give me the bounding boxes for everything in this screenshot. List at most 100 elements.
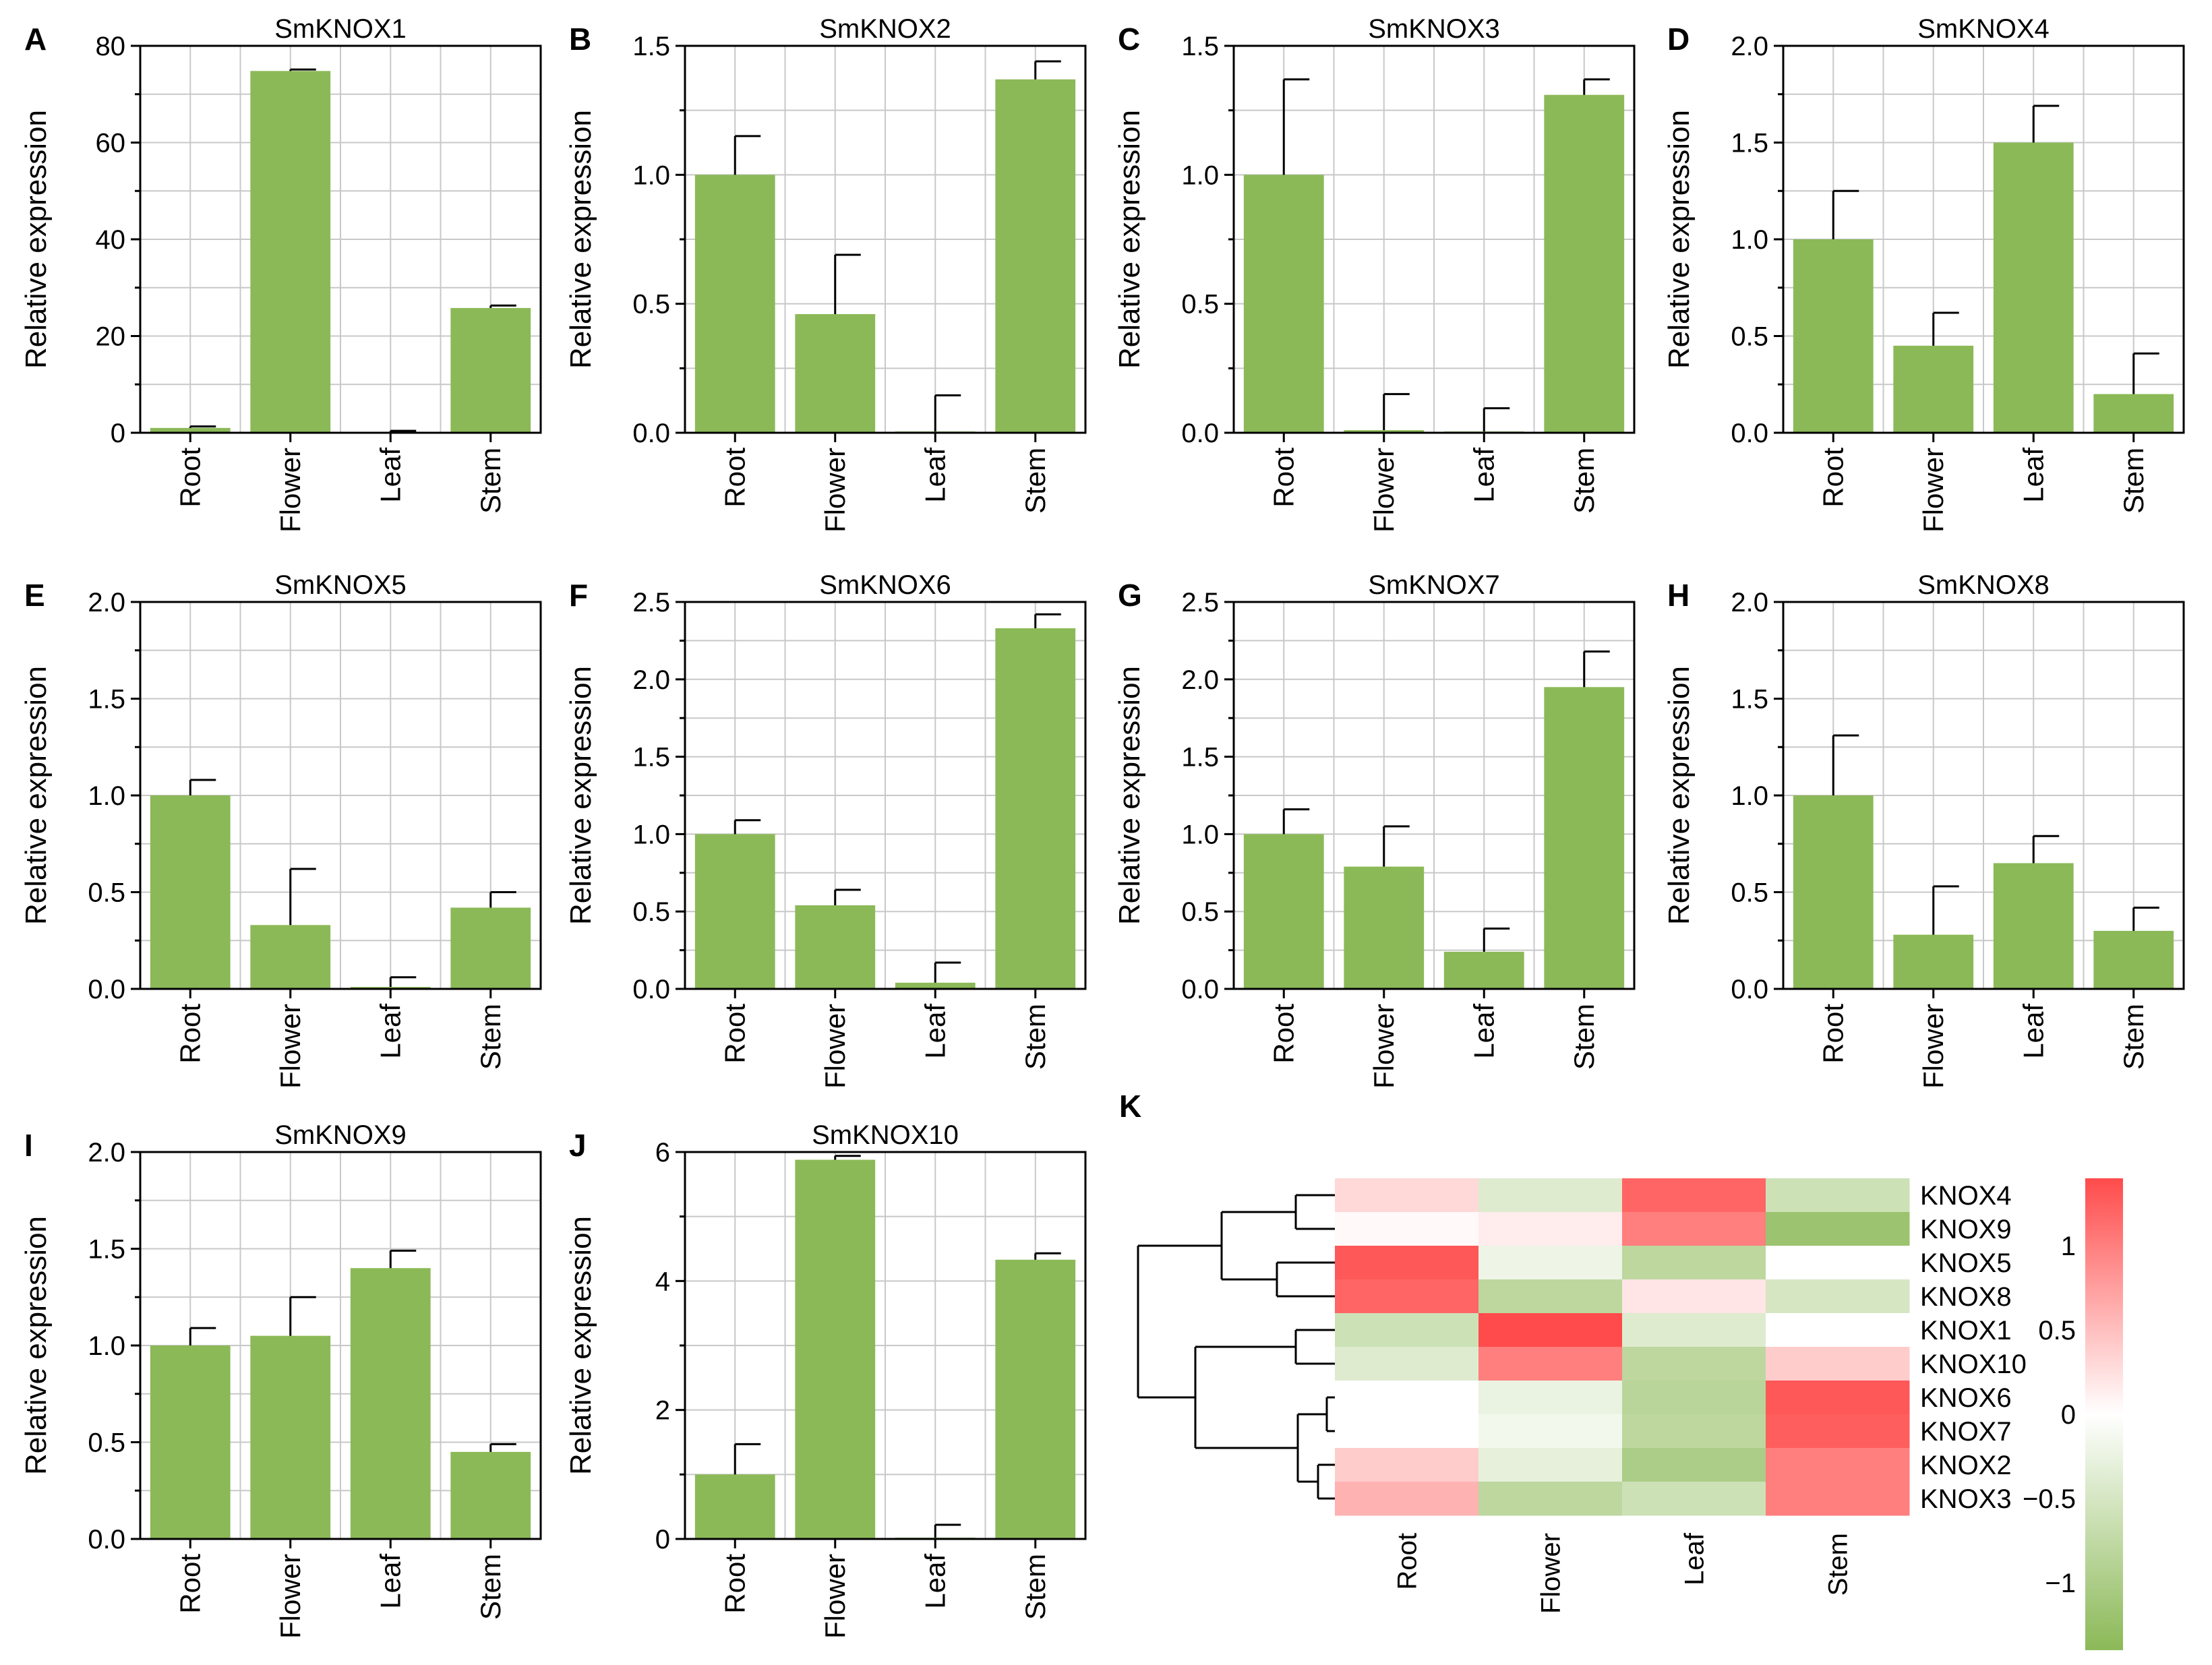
heatmap-cell	[1335, 1313, 1479, 1348]
y-tick-label: 2.0	[1731, 32, 1768, 61]
y-axis-label: Relative expression	[1663, 110, 1696, 369]
heatmap-cell	[1335, 1212, 1479, 1246]
heatmap-row-label: KNOX7	[1920, 1417, 2012, 1447]
y-tick-label: 60	[96, 129, 126, 158]
y-axis-label: Relative expression	[1113, 666, 1146, 925]
y-axis-label: Relative expression	[20, 110, 53, 369]
bar-stem	[995, 79, 1076, 433]
panel-i: 0.0 0.5 1.0 1.5 2.0 Root Flower Leaf Stem SmKNOX9…	[20, 1120, 542, 1639]
y-tick-label: 2.5	[1181, 588, 1219, 617]
heatmap-cell	[1335, 1414, 1479, 1449]
bar-flower	[1344, 866, 1425, 989]
y-tick-label: 1.0	[1181, 820, 1219, 849]
y-tick-label: 0.0	[1181, 975, 1219, 1004]
x-tick-label: Root	[174, 1554, 206, 1614]
x-tick-label: Flower	[819, 448, 851, 533]
x-tick-label: Flower	[274, 448, 306, 533]
heatmap-cell	[1478, 1212, 1623, 1246]
x-tick-label: Root	[1267, 1004, 1299, 1064]
panel-f: 0.0 0.5 1.0 1.5 2.0 2.5 Root Flower Leaf Stem SmKN…	[564, 570, 1087, 1089]
y-tick-label: 0.0	[632, 975, 670, 1004]
heatmap-cell	[1478, 1448, 1623, 1482]
y-tick-label: 0.0	[88, 975, 125, 1004]
y-tick-label: 1.5	[88, 685, 125, 715]
x-tick-label: Leaf	[374, 1554, 406, 1609]
y-tick-label: 1.0	[1181, 160, 1219, 190]
bar-stem	[450, 907, 531, 989]
y-axis-label: Relative expression	[20, 1216, 53, 1475]
bar-leaf	[1443, 951, 1524, 989]
y-tick-label: 0.5	[1181, 897, 1219, 927]
bar-stem	[995, 1259, 1076, 1539]
x-tick-label: Stem	[1568, 1004, 1600, 1070]
y-tick-label: 0	[111, 419, 125, 448]
bar-root	[694, 834, 775, 989]
heatmap-cell	[1478, 1246, 1623, 1280]
y-tick-label: 1.5	[632, 32, 670, 61]
y-axis-label: Relative expression	[564, 666, 597, 925]
x-tick-label: Leaf	[919, 1004, 951, 1059]
heatmap-cell	[1766, 1313, 1910, 1348]
heatmap-row-label: KNOX8	[1920, 1282, 2012, 1312]
panel-h: 0.0 0.5 1.0 1.5 2.0 Root Flower Leaf Stem SmKNOX8…	[1663, 570, 2185, 1089]
heatmap-cell	[1622, 1381, 1766, 1415]
bar-leaf	[895, 982, 976, 989]
x-tick-label: Root	[174, 448, 206, 508]
bar-root	[1793, 239, 1874, 433]
colorbar-tick-label: −1	[2045, 1569, 2076, 1598]
panel-b: 0.0 0.5 1.0 1.5 Root Flower Leaf Stem SmKNOX2 Rel…	[564, 14, 1087, 533]
bar-stem	[1544, 687, 1625, 989]
bar-flower	[250, 925, 331, 989]
x-tick-label: Root	[1817, 448, 1849, 508]
heatmap-cell	[1766, 1482, 1910, 1516]
bar-flower	[795, 313, 876, 433]
panel-letter: B	[569, 22, 591, 57]
panel-d: 0.0 0.5 1.0 1.5 2.0 Root Flower Leaf Stem SmKNOX4…	[1663, 14, 2185, 533]
heatmap-cell	[1766, 1347, 1910, 1381]
heatmap-cell	[1766, 1178, 1910, 1213]
heatmap-cell	[1622, 1212, 1766, 1246]
y-tick-label: 0.0	[88, 1525, 125, 1554]
x-tick-label: Flower	[1917, 448, 1949, 533]
x-tick-label: Root	[719, 1554, 750, 1614]
x-tick-label: Stem	[2118, 1004, 2149, 1070]
panel-j: 0 2 4 6 Root Flower Leaf Stem SmKNOX10 Relative e…	[564, 1120, 1087, 1639]
y-tick-label: 40	[96, 225, 126, 255]
heatmap-cell	[1622, 1448, 1766, 1482]
y-tick-label: 1.0	[1731, 225, 1768, 255]
x-tick-label: Leaf	[2017, 1004, 2049, 1059]
y-tick-label: 1.0	[88, 781, 125, 811]
y-tick-label: 1.0	[1731, 781, 1768, 811]
x-tick-label: Stem	[475, 448, 506, 514]
colorbar	[2085, 1178, 2123, 1650]
heatmap-cell	[1622, 1178, 1766, 1213]
colorbar-tick-label: 0.5	[2038, 1316, 2076, 1345]
heatmap-cell	[1622, 1482, 1766, 1516]
y-axis-label: Relative expression	[1663, 666, 1696, 925]
bar-flower	[1893, 345, 1974, 433]
bar-root	[150, 1345, 231, 1539]
x-tick-label: Stem	[1019, 1554, 1051, 1620]
y-tick-label: 2.0	[88, 1138, 125, 1168]
x-tick-label: Flower	[1368, 448, 1400, 533]
x-tick-label: Leaf	[374, 1004, 406, 1059]
bar-stem	[995, 628, 1076, 989]
panel-title: SmKNOX9	[274, 1120, 407, 1150]
heatmap-cell	[1335, 1482, 1479, 1516]
heatmap-row-label: KNOX9	[1920, 1215, 2012, 1244]
heatmap-row-label: KNOX4	[1920, 1181, 2012, 1211]
heatmap-col-label: Root	[1393, 1533, 1423, 1590]
heatmap-cell	[1478, 1482, 1623, 1516]
x-tick-label: Root	[719, 448, 750, 508]
y-tick-label: 80	[96, 32, 126, 61]
x-tick-label: Stem	[1568, 448, 1600, 514]
panel-e: 0.0 0.5 1.0 1.5 2.0 Root Flower Leaf Stem SmKNOX5…	[20, 570, 542, 1089]
x-tick-label: Leaf	[919, 448, 951, 503]
panel-letter: E	[24, 578, 45, 613]
bar-stem	[2093, 930, 2174, 989]
heatmap-col-label: Flower	[1536, 1533, 1566, 1614]
heatmap-cell	[1335, 1448, 1479, 1482]
y-tick-label: 2.0	[632, 665, 670, 695]
bar-leaf	[1993, 142, 2074, 433]
